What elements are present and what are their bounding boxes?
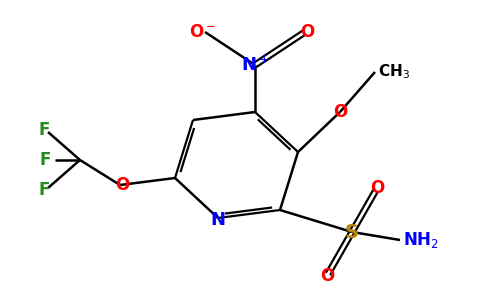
Text: N: N: [211, 211, 226, 229]
Text: CH$_3$: CH$_3$: [378, 63, 410, 81]
Text: S: S: [345, 223, 359, 242]
Text: O$^-$: O$^-$: [189, 23, 216, 41]
Text: F: F: [38, 121, 50, 139]
Text: O: O: [320, 267, 334, 285]
Text: NH$_2$: NH$_2$: [403, 230, 439, 250]
Text: O: O: [115, 176, 129, 194]
Text: O: O: [300, 23, 314, 41]
Text: F: F: [38, 181, 50, 199]
Text: O: O: [333, 103, 347, 121]
Text: N$^+$: N$^+$: [241, 55, 270, 75]
Text: F: F: [39, 151, 51, 169]
Text: O: O: [370, 179, 384, 197]
